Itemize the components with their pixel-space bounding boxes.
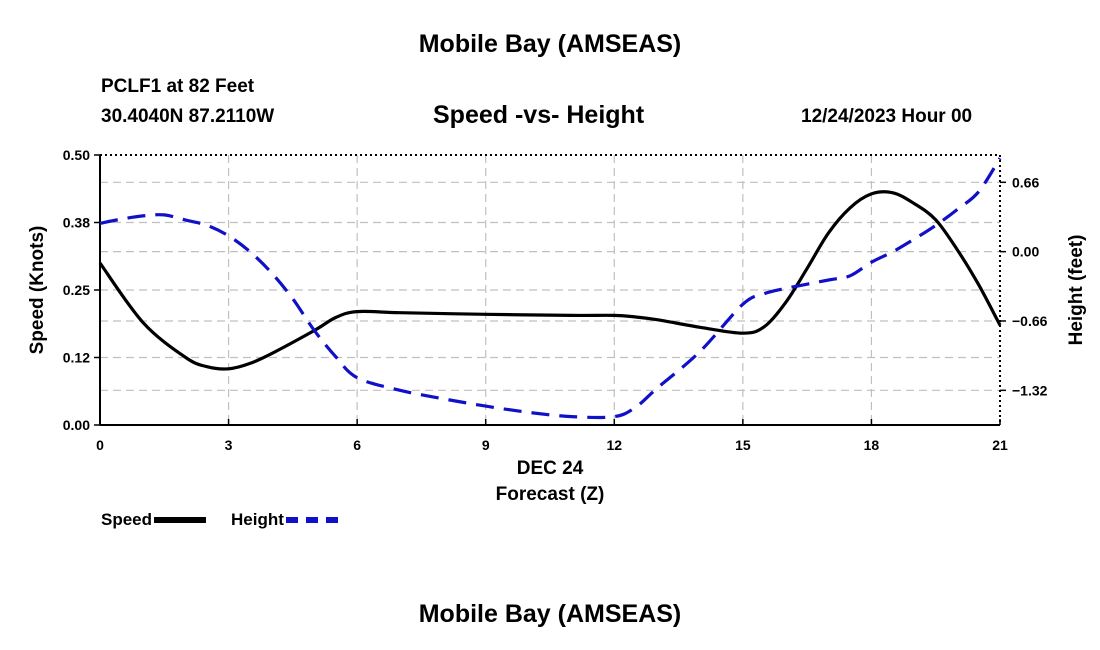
y-left-tick-label: 0.12 — [63, 350, 90, 366]
x-axis-label: Forecast (Z) — [496, 484, 605, 505]
x-tick-label: 9 — [482, 437, 490, 453]
y-right-tick-label: 0.00 — [1012, 244, 1039, 260]
y-right-tick-label: −1.32 — [1012, 382, 1048, 398]
axes: 0 3 6 9 12 15 18 21 0.00 0.12 0.25 0.38 0.50 0.66 0.00… — [63, 147, 1048, 453]
station-label: PCLF1 at 82 Feet — [101, 76, 255, 97]
series-lines — [98, 157, 1002, 420]
y-left-tick-label: 0.25 — [63, 282, 90, 298]
y-right-tick-label: 0.66 — [1012, 174, 1039, 190]
y-left-tick-label: 0.00 — [63, 417, 90, 433]
series-line-speed — [98, 190, 1002, 371]
y-right-tick-label: −0.66 — [1012, 313, 1048, 329]
x-tick-label: 18 — [864, 437, 880, 453]
x-axis-date-label: DEC 24 — [517, 458, 584, 479]
coordinates-label: 30.4040N 87.2110W — [101, 106, 275, 127]
y-axis-left-label: Speed (Knots) — [27, 226, 48, 355]
chart-title: Mobile Bay (AMSEAS) — [418, 30, 682, 58]
forecast-datetime: 12/24/2023 Hour 00 — [801, 106, 973, 127]
legend-height: Height — [231, 510, 338, 530]
y-left-tick-label: 0.38 — [63, 215, 90, 231]
legend-speed: Speed — [101, 510, 207, 530]
footer-title: Mobile Bay (AMSEAS) — [418, 600, 682, 628]
legend-height-label: Height — [231, 510, 284, 529]
y-axis-right-label: Height (feet) — [1066, 235, 1087, 346]
chart-subtitle: Speed -vs- Height — [433, 101, 645, 129]
y-left-tick-label: 0.50 — [63, 147, 90, 163]
x-tick-label: 3 — [225, 437, 233, 453]
axis-labels: DEC 24 Forecast (Z) Speed (Knots) Height… — [27, 226, 1087, 505]
legend-speed-label: Speed — [101, 510, 153, 529]
legend-height-swatch — [285, 517, 338, 523]
x-tick-label: 21 — [992, 437, 1008, 453]
x-tick-label: 15 — [735, 437, 751, 453]
series-line-height — [99, 157, 1002, 420]
legend-speed-swatch — [154, 517, 207, 523]
grid-lines — [100, 155, 1000, 425]
x-tick-label: 12 — [606, 437, 622, 453]
x-tick-label: 6 — [353, 437, 361, 453]
x-tick-label: 0 — [96, 437, 104, 453]
